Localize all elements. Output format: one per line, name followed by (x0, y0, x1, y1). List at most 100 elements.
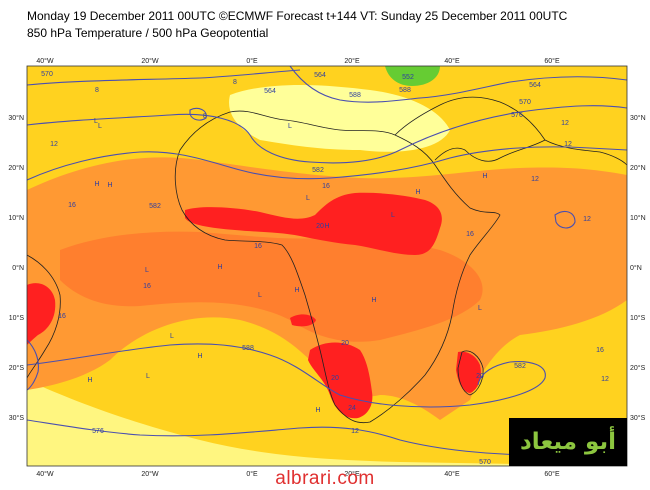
high-pressure-mark: H (371, 297, 376, 304)
temperature-value-label: 24 (348, 405, 356, 412)
temperature-value-label: 12 (583, 216, 591, 223)
coastlines (27, 96, 627, 424)
temperature-labels: 8 8 12 16 12 16 20 16 20 16 20 24 20 16 12 12 16 12 8 12 16 1… (50, 79, 609, 435)
africa-coast (174, 110, 501, 424)
lat-label-left: 20°S (9, 364, 25, 372)
high-pressure-mark: H (94, 181, 99, 188)
high-pressure-mark: H (415, 189, 420, 196)
contour-value-label: 570 (479, 459, 491, 466)
map-frame (26, 65, 628, 467)
low-pressure-mark: L (258, 292, 262, 299)
lon-label-top: 0°E (246, 57, 258, 65)
low-pressure-mark: L (306, 195, 310, 202)
temp-band-red-sahel (185, 192, 442, 255)
lat-label-right: 30°S (630, 414, 646, 422)
contour-value-label: 570 (519, 99, 531, 106)
temperature-value-label: 16 (322, 183, 330, 190)
geopotential-contours (27, 66, 627, 456)
temp-band-green (385, 66, 440, 86)
temperature-value-label: 8 (233, 79, 237, 86)
low-pressure-mark: L (98, 123, 102, 130)
contour-line (289, 66, 627, 103)
temperature-value-label: 16 (466, 231, 474, 238)
lat-label-right: 0°N (630, 264, 642, 272)
map-title: Monday 19 December 2011 00UTC ©ECMWF For… (27, 9, 568, 23)
lat-label-right: 10°S (630, 314, 646, 322)
lat-label-right: 30°N (630, 114, 646, 122)
contour-value-label: 564 (529, 82, 541, 89)
lat-label-right: 20°N (630, 164, 646, 172)
contour-line (27, 146, 627, 181)
asia-coast (544, 139, 627, 166)
low-pressure-mark: L (94, 118, 98, 125)
temp-band-red-west (27, 283, 56, 345)
contour-line (189, 107, 207, 121)
high-pressure-mark: H (324, 223, 329, 230)
temperature-value-label: 16 (68, 202, 76, 209)
temperature-value-label: 8 (203, 113, 207, 120)
temperature-value-label: 16 (143, 283, 151, 290)
contour-line (27, 339, 39, 391)
south-america-coast (27, 254, 61, 379)
graticule: 40°W 40°W 20°W 20°W 0°E 0°E 20°E 20°E 40°E 40°E 60… (8, 57, 645, 478)
contour-value-label: 576 (92, 428, 104, 435)
contour-value-label: 552 (402, 74, 414, 81)
lat-label-left: 10°S (9, 314, 25, 322)
contour-value-label: 582 (149, 203, 161, 210)
map-subtitle: 850 hPa Temperature / 500 hPa Geopotenti… (27, 26, 269, 40)
contour-value-label: 582 (514, 363, 526, 370)
lon-label-bottom: 40°E (444, 470, 460, 478)
lon-label-bottom: 60°E (544, 470, 560, 478)
low-pressure-mark: L (391, 212, 395, 219)
temperature-value-label: 12 (531, 176, 539, 183)
high-pressure-mark: H (197, 353, 202, 360)
high-pressure-mark: H (87, 377, 92, 384)
temperature-value-label: 12 (564, 141, 572, 148)
contour-line (554, 210, 576, 229)
contour-value-label: 588 (399, 87, 411, 94)
low-pressure-mark: L (145, 267, 149, 274)
high-pressure-mark: H (294, 287, 299, 294)
high-pressure-mark: H (482, 173, 487, 180)
contour-labels: 570 564 570 582 576 588 582 588 582 576 570 588 552 5… (41, 71, 541, 466)
temperature-value-label: 12 (601, 376, 609, 383)
lon-label-top: 40°E (444, 57, 460, 65)
contour-value-label: 564 (264, 88, 276, 95)
lon-label-top: 40°W (36, 57, 54, 65)
temperature-value-label: 20 (341, 340, 349, 347)
contour-value-label: 588 (349, 92, 361, 99)
contour-value-label: 564 (314, 72, 326, 79)
lon-label-bottom: 40°W (36, 470, 54, 478)
lon-label-bottom: 20°E (344, 470, 360, 478)
temp-band-orange-red (60, 231, 483, 342)
temperature-value-label: 8 (95, 87, 99, 94)
lat-label-right: 10°N (630, 214, 646, 222)
temperature-value-label: 12 (351, 428, 359, 435)
contour-value-label: 576 (511, 112, 523, 119)
temperature-value-label: 20 (331, 375, 339, 382)
contour-value-label: 582 (312, 167, 324, 174)
madagascar-coast (457, 350, 484, 396)
lon-label-bottom: 20°W (141, 470, 159, 478)
lat-label-left: 30°N (8, 114, 24, 122)
lat-label-left: 0°N (12, 264, 24, 272)
lat-label-left: 10°N (8, 214, 24, 222)
lat-label-left: 20°N (8, 164, 24, 172)
temperature-value-label: 12 (50, 141, 58, 148)
lon-label-top: 20°W (141, 57, 159, 65)
watermark-site: albrari.com (275, 468, 375, 489)
high-pressure-mark: H (107, 182, 112, 189)
temperature-value-label: 16 (254, 243, 262, 250)
temperature-value-label: 16 (58, 313, 66, 320)
high-pressure-mark: H (217, 264, 222, 271)
temperature-field (27, 66, 627, 466)
watermark-logo: أبو ميعاد (509, 418, 627, 466)
contour-line (27, 105, 627, 164)
high-pressure-mark: H (315, 407, 320, 414)
temperature-value-label: 20 (476, 373, 484, 380)
lat-label-right: 20°S (630, 364, 646, 372)
lon-label-top: 60°E (544, 57, 560, 65)
lon-label-top: 20°E (344, 57, 360, 65)
